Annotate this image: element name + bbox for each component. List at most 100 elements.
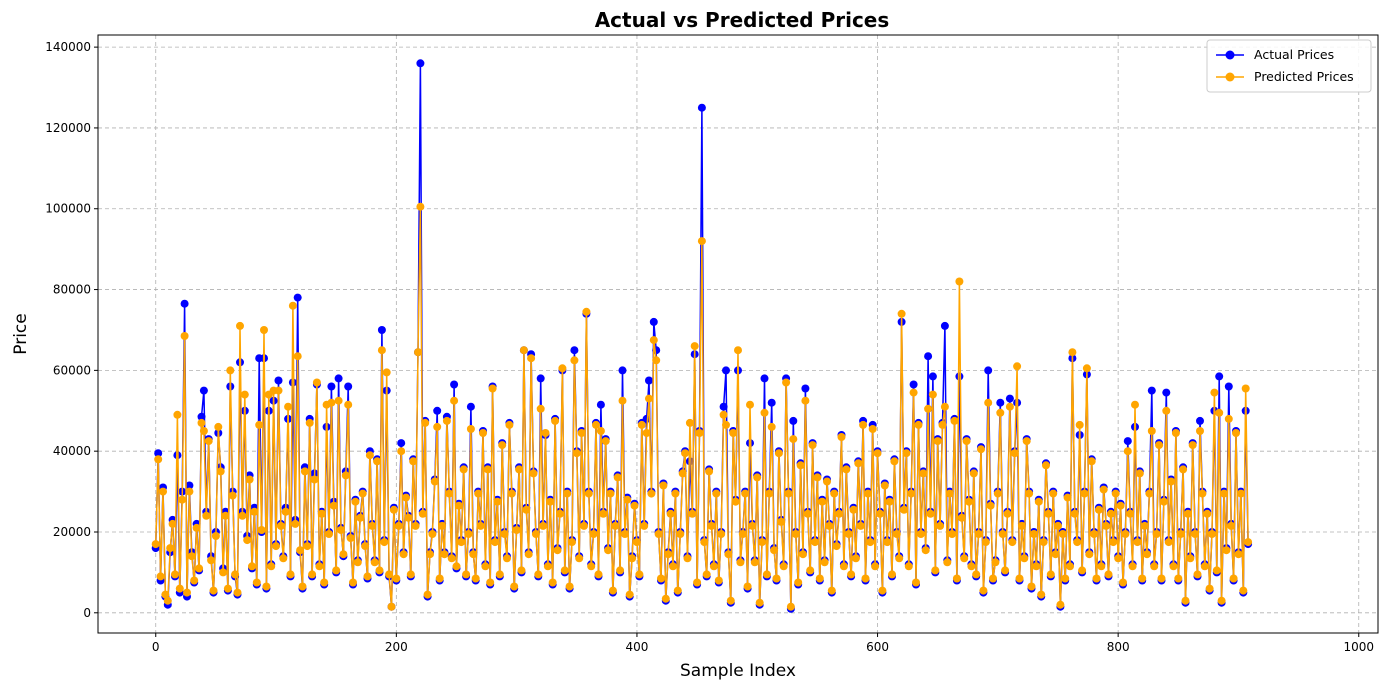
data-point-predicted xyxy=(1056,600,1065,609)
data-point-predicted xyxy=(1179,465,1188,474)
data-point-predicted xyxy=(758,538,767,547)
data-point-predicted xyxy=(195,564,204,573)
data-point-predicted xyxy=(830,489,839,498)
data-point-predicted xyxy=(462,570,471,579)
data-point-predicted xyxy=(185,487,194,496)
data-point-predicted xyxy=(389,505,398,514)
data-point-predicted xyxy=(1150,562,1159,571)
data-point-predicted xyxy=(1022,437,1031,446)
data-point-predicted xyxy=(628,554,637,563)
legend-label-predicted: Predicted Prices xyxy=(1254,69,1354,84)
data-point-predicted xyxy=(1198,489,1207,498)
data-point-predicted xyxy=(669,562,677,571)
data-point-predicted xyxy=(611,521,620,530)
data-point-predicted xyxy=(356,513,365,522)
data-point-predicted xyxy=(770,546,779,555)
data-point-predicted xyxy=(741,489,750,498)
data-point-predicted xyxy=(1116,501,1125,510)
data-point-predicted xyxy=(820,558,829,567)
data-point-predicted xyxy=(358,489,367,498)
data-point-predicted xyxy=(1058,530,1067,538)
data-point-predicted xyxy=(240,390,249,399)
data-point-actual xyxy=(801,384,810,393)
data-point-predicted xyxy=(402,493,410,502)
data-point-predicted xyxy=(1133,538,1142,547)
data-point-predicted xyxy=(159,487,167,496)
grid-lines xyxy=(98,35,1378,633)
data-point-actual xyxy=(789,416,798,425)
data-point-predicted xyxy=(700,538,709,547)
data-point-predicted xyxy=(979,586,988,595)
data-point-predicted xyxy=(782,378,791,387)
data-point-predicted xyxy=(1145,489,1154,498)
data-point-predicted xyxy=(411,521,420,530)
data-point-predicted xyxy=(606,489,615,498)
data-point-predicted xyxy=(1080,489,1089,498)
data-point-predicted xyxy=(228,491,237,500)
data-point-predicted xyxy=(813,473,822,482)
data-point-actual xyxy=(767,398,776,407)
data-point-predicted xyxy=(989,574,997,583)
data-point-predicted xyxy=(673,586,682,595)
data-point-predicted xyxy=(1039,538,1048,547)
data-point-predicted xyxy=(1229,574,1238,583)
data-point-predicted xyxy=(902,449,911,458)
legend-marker-predicted xyxy=(1225,72,1235,82)
legend-label-actual: Actual Prices xyxy=(1254,47,1334,62)
data-point-predicted xyxy=(1017,521,1026,530)
data-point-predicted xyxy=(377,346,386,355)
data-point-predicted xyxy=(308,570,317,579)
data-point-predicted xyxy=(1212,566,1221,575)
data-point-predicted xyxy=(955,277,964,286)
data-point-predicted xyxy=(310,475,319,484)
data-point-predicted xyxy=(1070,509,1079,518)
data-point-predicted xyxy=(1111,489,1120,498)
data-point-predicted xyxy=(748,521,757,530)
data-point-predicted xyxy=(1020,554,1029,563)
data-point-predicted xyxy=(1183,509,1192,518)
data-point-predicted xyxy=(445,489,454,498)
data-point-predicted xyxy=(1029,530,1038,538)
data-point-predicted xyxy=(878,586,887,595)
data-point-predicted xyxy=(204,437,213,446)
data-point-predicted xyxy=(1181,596,1190,605)
data-point-predicted xyxy=(1152,530,1161,538)
data-point-predicted xyxy=(1119,578,1127,587)
data-point-predicted xyxy=(1236,489,1245,498)
data-point-predicted xyxy=(560,566,569,575)
data-point-predicted xyxy=(447,554,456,563)
data-point-actual xyxy=(649,317,658,326)
data-point-predicted xyxy=(599,509,608,518)
data-point-predicted xyxy=(351,497,360,506)
data-point-actual xyxy=(397,439,406,448)
data-point-predicted xyxy=(426,550,434,559)
data-point-predicted xyxy=(385,570,394,579)
data-point-predicted xyxy=(1073,538,1082,547)
data-point-predicted xyxy=(883,538,892,547)
data-point-actual xyxy=(197,412,206,421)
data-point-predicted xyxy=(1092,574,1101,583)
data-point-predicted xyxy=(868,425,877,433)
data-point-predicted xyxy=(1244,538,1253,547)
data-point-predicted xyxy=(697,237,706,246)
data-point-predicted xyxy=(919,469,928,478)
data-point-predicted xyxy=(815,574,824,583)
data-point-predicted xyxy=(851,554,860,563)
data-point-predicted xyxy=(262,582,271,591)
data-point-predicted xyxy=(823,477,831,486)
data-point-predicted xyxy=(464,530,473,538)
data-point-predicted xyxy=(808,441,817,450)
data-point-predicted xyxy=(519,346,528,355)
data-point-predicted xyxy=(1126,509,1135,518)
data-point-predicted xyxy=(589,530,598,538)
data-point-predicted xyxy=(190,576,199,585)
data-point-predicted xyxy=(296,546,305,555)
data-point-predicted xyxy=(623,495,632,504)
legend-box xyxy=(1206,39,1372,93)
data-point-predicted xyxy=(320,578,329,587)
data-point-predicted xyxy=(709,562,718,571)
data-point-predicted xyxy=(685,418,694,427)
y-tick-label: 40000 xyxy=(53,444,91,458)
data-point-predicted xyxy=(341,471,350,480)
data-point-actual xyxy=(618,366,627,375)
